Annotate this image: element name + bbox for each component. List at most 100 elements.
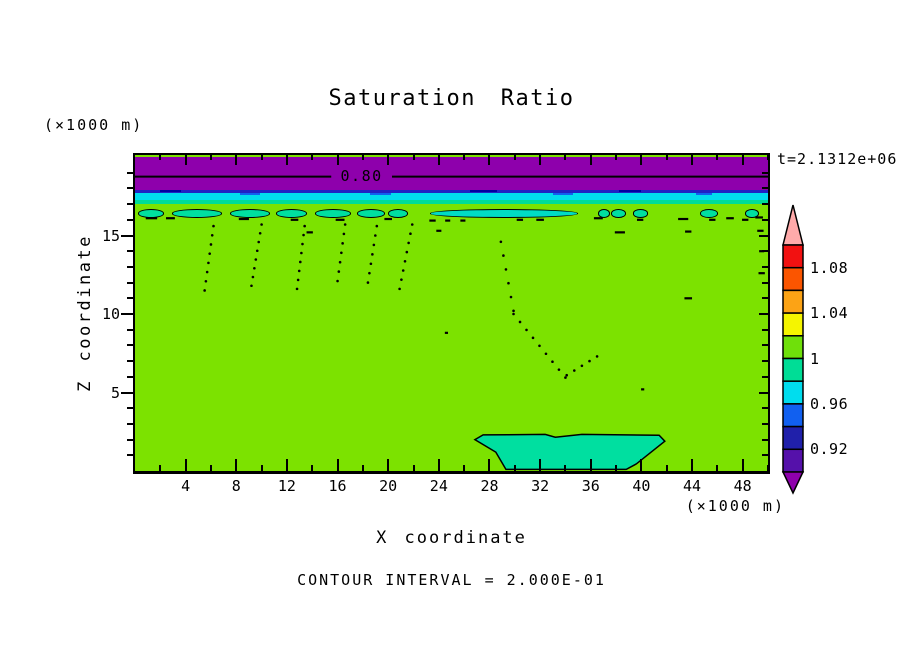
y-minor-tick	[127, 297, 133, 300]
y-minor-tick	[127, 454, 133, 457]
contour-band	[135, 193, 768, 201]
contour-dot	[557, 368, 561, 371]
x-minor-tick	[463, 465, 466, 471]
contour-dash	[166, 217, 175, 220]
y-minor-tick	[762, 265, 768, 268]
contour-dot	[407, 241, 410, 245]
contour-dash	[536, 218, 544, 221]
y-minor-tick	[762, 344, 768, 347]
contour-dot	[253, 266, 256, 270]
y-tick-label: 5	[110, 383, 120, 402]
contour-overlay	[135, 175, 768, 471]
contour-dot	[502, 254, 505, 257]
contour-dot	[336, 279, 339, 283]
y-major-tick	[759, 313, 768, 315]
y-minor-tick	[762, 438, 768, 441]
x-minor-tick	[260, 465, 263, 471]
contour-dash	[684, 297, 693, 300]
x-tick-label: 8	[231, 477, 241, 495]
y-major-tick	[759, 234, 768, 237]
x-major-tick	[235, 155, 238, 165]
contour-lens	[356, 209, 386, 219]
y-axis-unit-label: (×1000 m)	[44, 116, 144, 134]
y-minor-tick	[762, 328, 768, 331]
x-minor-tick	[361, 155, 364, 160]
x-tick-label: 40	[632, 477, 651, 495]
x-major-tick	[539, 155, 542, 165]
x-major-tick	[640, 155, 643, 165]
contour-dot	[573, 369, 576, 372]
contour-dot	[255, 249, 259, 253]
y-minor-tick	[127, 171, 133, 174]
contour-dot	[398, 287, 401, 291]
contour-patch	[240, 193, 261, 196]
contour-patch	[370, 193, 391, 196]
contour-dot	[588, 359, 591, 363]
x-minor-tick	[463, 155, 466, 160]
contour-dot	[409, 232, 412, 236]
x-minor-tick	[716, 465, 719, 471]
x-minor-tick	[564, 155, 567, 160]
contour-dot	[369, 262, 373, 266]
contour-dash	[593, 217, 603, 220]
colorbar-segment	[782, 335, 804, 360]
contour-lens	[171, 209, 222, 219]
contour-dot	[504, 268, 508, 271]
colorbar-tick-label: 1	[810, 349, 820, 368]
contour-dot	[342, 232, 346, 236]
x-minor-tick	[513, 465, 516, 471]
x-tick-label: 28	[480, 477, 499, 495]
time-stamp-label: t=2.1312e+06	[777, 150, 898, 168]
colorbar-segment	[782, 448, 804, 473]
contour-dot	[544, 352, 548, 356]
y-minor-tick	[762, 281, 768, 284]
contour-dot	[403, 259, 407, 263]
contour-dot	[366, 281, 370, 284]
y-minor-tick	[127, 281, 133, 284]
contour-dot	[368, 271, 371, 275]
y-minor-tick	[762, 360, 768, 363]
contour-dot	[551, 360, 554, 363]
contour-dot	[302, 233, 305, 237]
contour-dash	[445, 219, 451, 222]
x-tick-label: 48	[733, 477, 752, 495]
contour-dot	[499, 240, 503, 244]
x-minor-tick	[615, 155, 618, 160]
contour-dot	[512, 309, 515, 313]
colorbar	[781, 204, 805, 495]
contour-dot	[208, 252, 211, 255]
contour-dash	[685, 230, 692, 233]
x-major-tick	[488, 459, 491, 471]
x-major-tick	[741, 459, 744, 471]
y-minor-tick	[762, 203, 768, 206]
contour-dash	[726, 217, 734, 220]
colorbar-segment	[782, 289, 804, 314]
contour-dot	[257, 240, 261, 244]
contour-dash	[678, 217, 689, 221]
x-minor-tick	[767, 155, 768, 160]
contour-dash	[306, 231, 313, 234]
contour-dash	[429, 219, 436, 222]
x-minor-tick	[412, 465, 415, 471]
x-major-tick	[691, 155, 694, 165]
contour-dot	[250, 284, 253, 288]
colorbar-segment	[782, 403, 804, 428]
contour-dot	[207, 261, 210, 265]
x-minor-tick	[412, 155, 415, 160]
contour-line-value-label: 0.80	[340, 166, 383, 185]
x-major-tick	[235, 459, 238, 471]
contour-dot	[509, 295, 513, 299]
contour-dot	[204, 279, 208, 283]
x-minor-tick	[260, 155, 263, 160]
colorbar-tick-label: 1.08	[810, 258, 849, 277]
chart-title: Saturation Ratio	[328, 86, 575, 111]
colorbar-segment	[782, 380, 804, 405]
contour-dash	[709, 218, 716, 221]
contour-dash	[636, 218, 644, 221]
contour-interval-note: CONTOUR INTERVAL = 2.000E-01	[297, 571, 606, 589]
colorbar-segment	[782, 357, 804, 382]
contour-dot	[580, 364, 584, 368]
contour-lens	[388, 209, 408, 219]
contour-dot	[374, 234, 377, 237]
